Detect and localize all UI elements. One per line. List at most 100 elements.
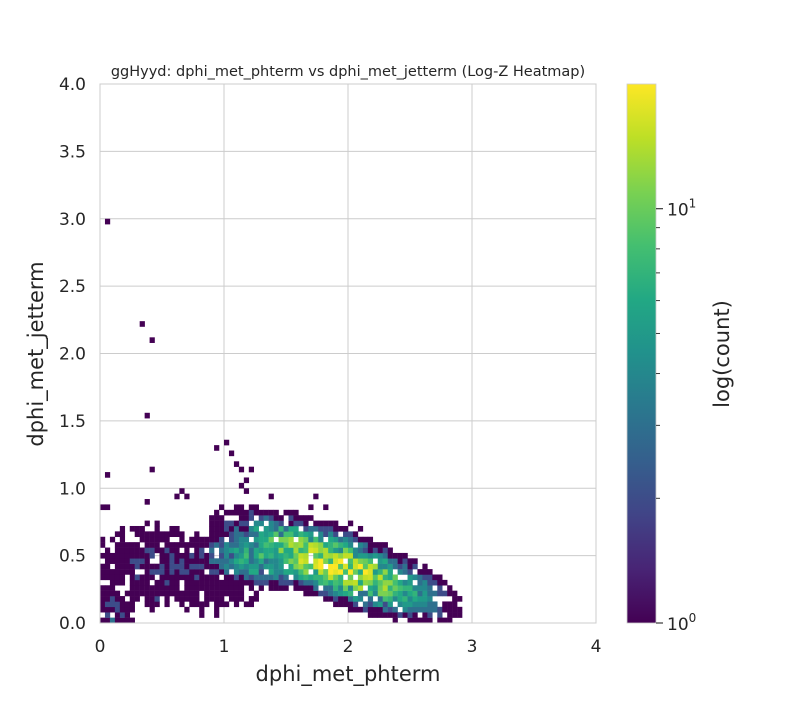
heatmap-cell [253, 596, 259, 602]
heatmap-cell [372, 590, 379, 597]
heatmap-cell [139, 547, 145, 554]
heatmap-cell [243, 536, 250, 543]
heatmap-cell [119, 531, 126, 538]
heatmap-cell [124, 606, 131, 613]
heatmap-cell [412, 606, 418, 613]
heatmap-cell [219, 590, 225, 597]
heatmap-cell [104, 606, 111, 613]
heatmap-cell [447, 606, 453, 613]
heatmap-cell [169, 574, 175, 581]
heatmap-cell [268, 569, 274, 575]
heatmap-cell [238, 585, 245, 591]
heatmap-cell [224, 569, 230, 575]
y-tick-label: 3.5 [59, 142, 86, 162]
heatmap-cell [184, 585, 190, 591]
heatmap-cell [367, 590, 374, 597]
heatmap-cell [278, 525, 284, 532]
heatmap-cell [214, 558, 220, 564]
heatmap-cell [199, 569, 205, 575]
heatmap-cell [149, 569, 155, 575]
heatmap-cell [233, 563, 240, 570]
heatmap-cell [362, 547, 369, 554]
y-axis-label: dphi_met_jetterm [24, 261, 49, 446]
heatmap-cell [199, 558, 205, 564]
heatmap-cell [303, 542, 309, 548]
heatmap-cell [377, 606, 383, 613]
heatmap-cell [288, 520, 294, 527]
heatmap-cell [263, 536, 269, 543]
heatmap-cell [189, 569, 195, 575]
heatmap-cell [402, 563, 408, 570]
heatmap-cell [308, 585, 314, 591]
heatmap-cell [219, 601, 225, 608]
x-tick-label: 4 [591, 637, 602, 657]
heatmap-cell [362, 558, 369, 564]
heatmap-cell [258, 558, 264, 564]
heatmap-cell [124, 569, 131, 575]
heatmap-cell [199, 612, 205, 618]
heatmap-cell [228, 574, 235, 581]
heatmap-cell [174, 596, 180, 602]
heatmap-cell [367, 596, 374, 602]
heatmap-cell [387, 558, 393, 564]
heatmap-cell [387, 579, 393, 586]
heatmap-cell [268, 547, 274, 554]
heatmap-cell [219, 504, 225, 511]
heatmap-cell [367, 574, 374, 581]
heatmap-cell [174, 563, 180, 570]
heatmap-cell [253, 542, 259, 548]
heatmap-cell [124, 563, 131, 570]
heatmap-cell [214, 445, 220, 451]
heatmap-cell [318, 542, 324, 548]
heatmap-cell [308, 515, 314, 521]
heatmap-cell [273, 515, 279, 521]
heatmap-cell [303, 590, 309, 597]
heatmap-cell [407, 612, 413, 618]
heatmap-cell [392, 617, 398, 624]
heatmap-cell [204, 590, 210, 597]
heatmap-cell [114, 569, 121, 575]
heatmap-cell [238, 552, 245, 559]
heatmap-cell [253, 552, 259, 559]
heatmap-cell [238, 590, 245, 597]
heatmap-cell [308, 542, 314, 548]
heatmap-cell [243, 531, 250, 538]
heatmap-cell [328, 574, 334, 581]
heatmap-cell [313, 536, 319, 543]
heatmap-cell [149, 552, 155, 559]
heatmap-cell [288, 552, 294, 559]
heatmap-cell [119, 574, 126, 581]
heatmap-cell [159, 579, 165, 586]
heatmap-cell [199, 563, 205, 570]
heatmap-cell [447, 590, 453, 597]
heatmap-cell [402, 590, 408, 597]
heatmap-cell [109, 569, 116, 575]
heatmap-cell [338, 585, 344, 591]
heatmap-cell [209, 515, 215, 521]
heatmap-cell [233, 585, 240, 591]
heatmap-cell [119, 525, 126, 532]
heatmap-cell [238, 536, 245, 543]
heatmap-cell [357, 606, 364, 613]
heatmap-cell [288, 531, 294, 538]
heatmap-cell [283, 531, 289, 538]
heatmap-cell [104, 563, 111, 570]
heatmap-cell [333, 585, 339, 591]
heatmap-cell [432, 601, 438, 608]
heatmap-cell [248, 596, 255, 602]
heatmap-cell [377, 590, 383, 597]
heatmap-cell [417, 585, 423, 591]
heatmap-cell [357, 569, 364, 575]
heatmap-cell [144, 520, 150, 527]
heatmap-cell [293, 542, 299, 548]
heatmap-cell [169, 585, 175, 591]
heatmap-cell [228, 547, 235, 554]
heatmap-cell [114, 558, 121, 564]
heatmap-cell [333, 558, 339, 564]
heatmap-cells [100, 218, 463, 624]
heatmap-cell [159, 590, 165, 597]
heatmap-cell [258, 579, 264, 586]
heatmap-cell [372, 569, 379, 575]
heatmap-cell [184, 579, 190, 586]
heatmap-cell [194, 542, 200, 548]
